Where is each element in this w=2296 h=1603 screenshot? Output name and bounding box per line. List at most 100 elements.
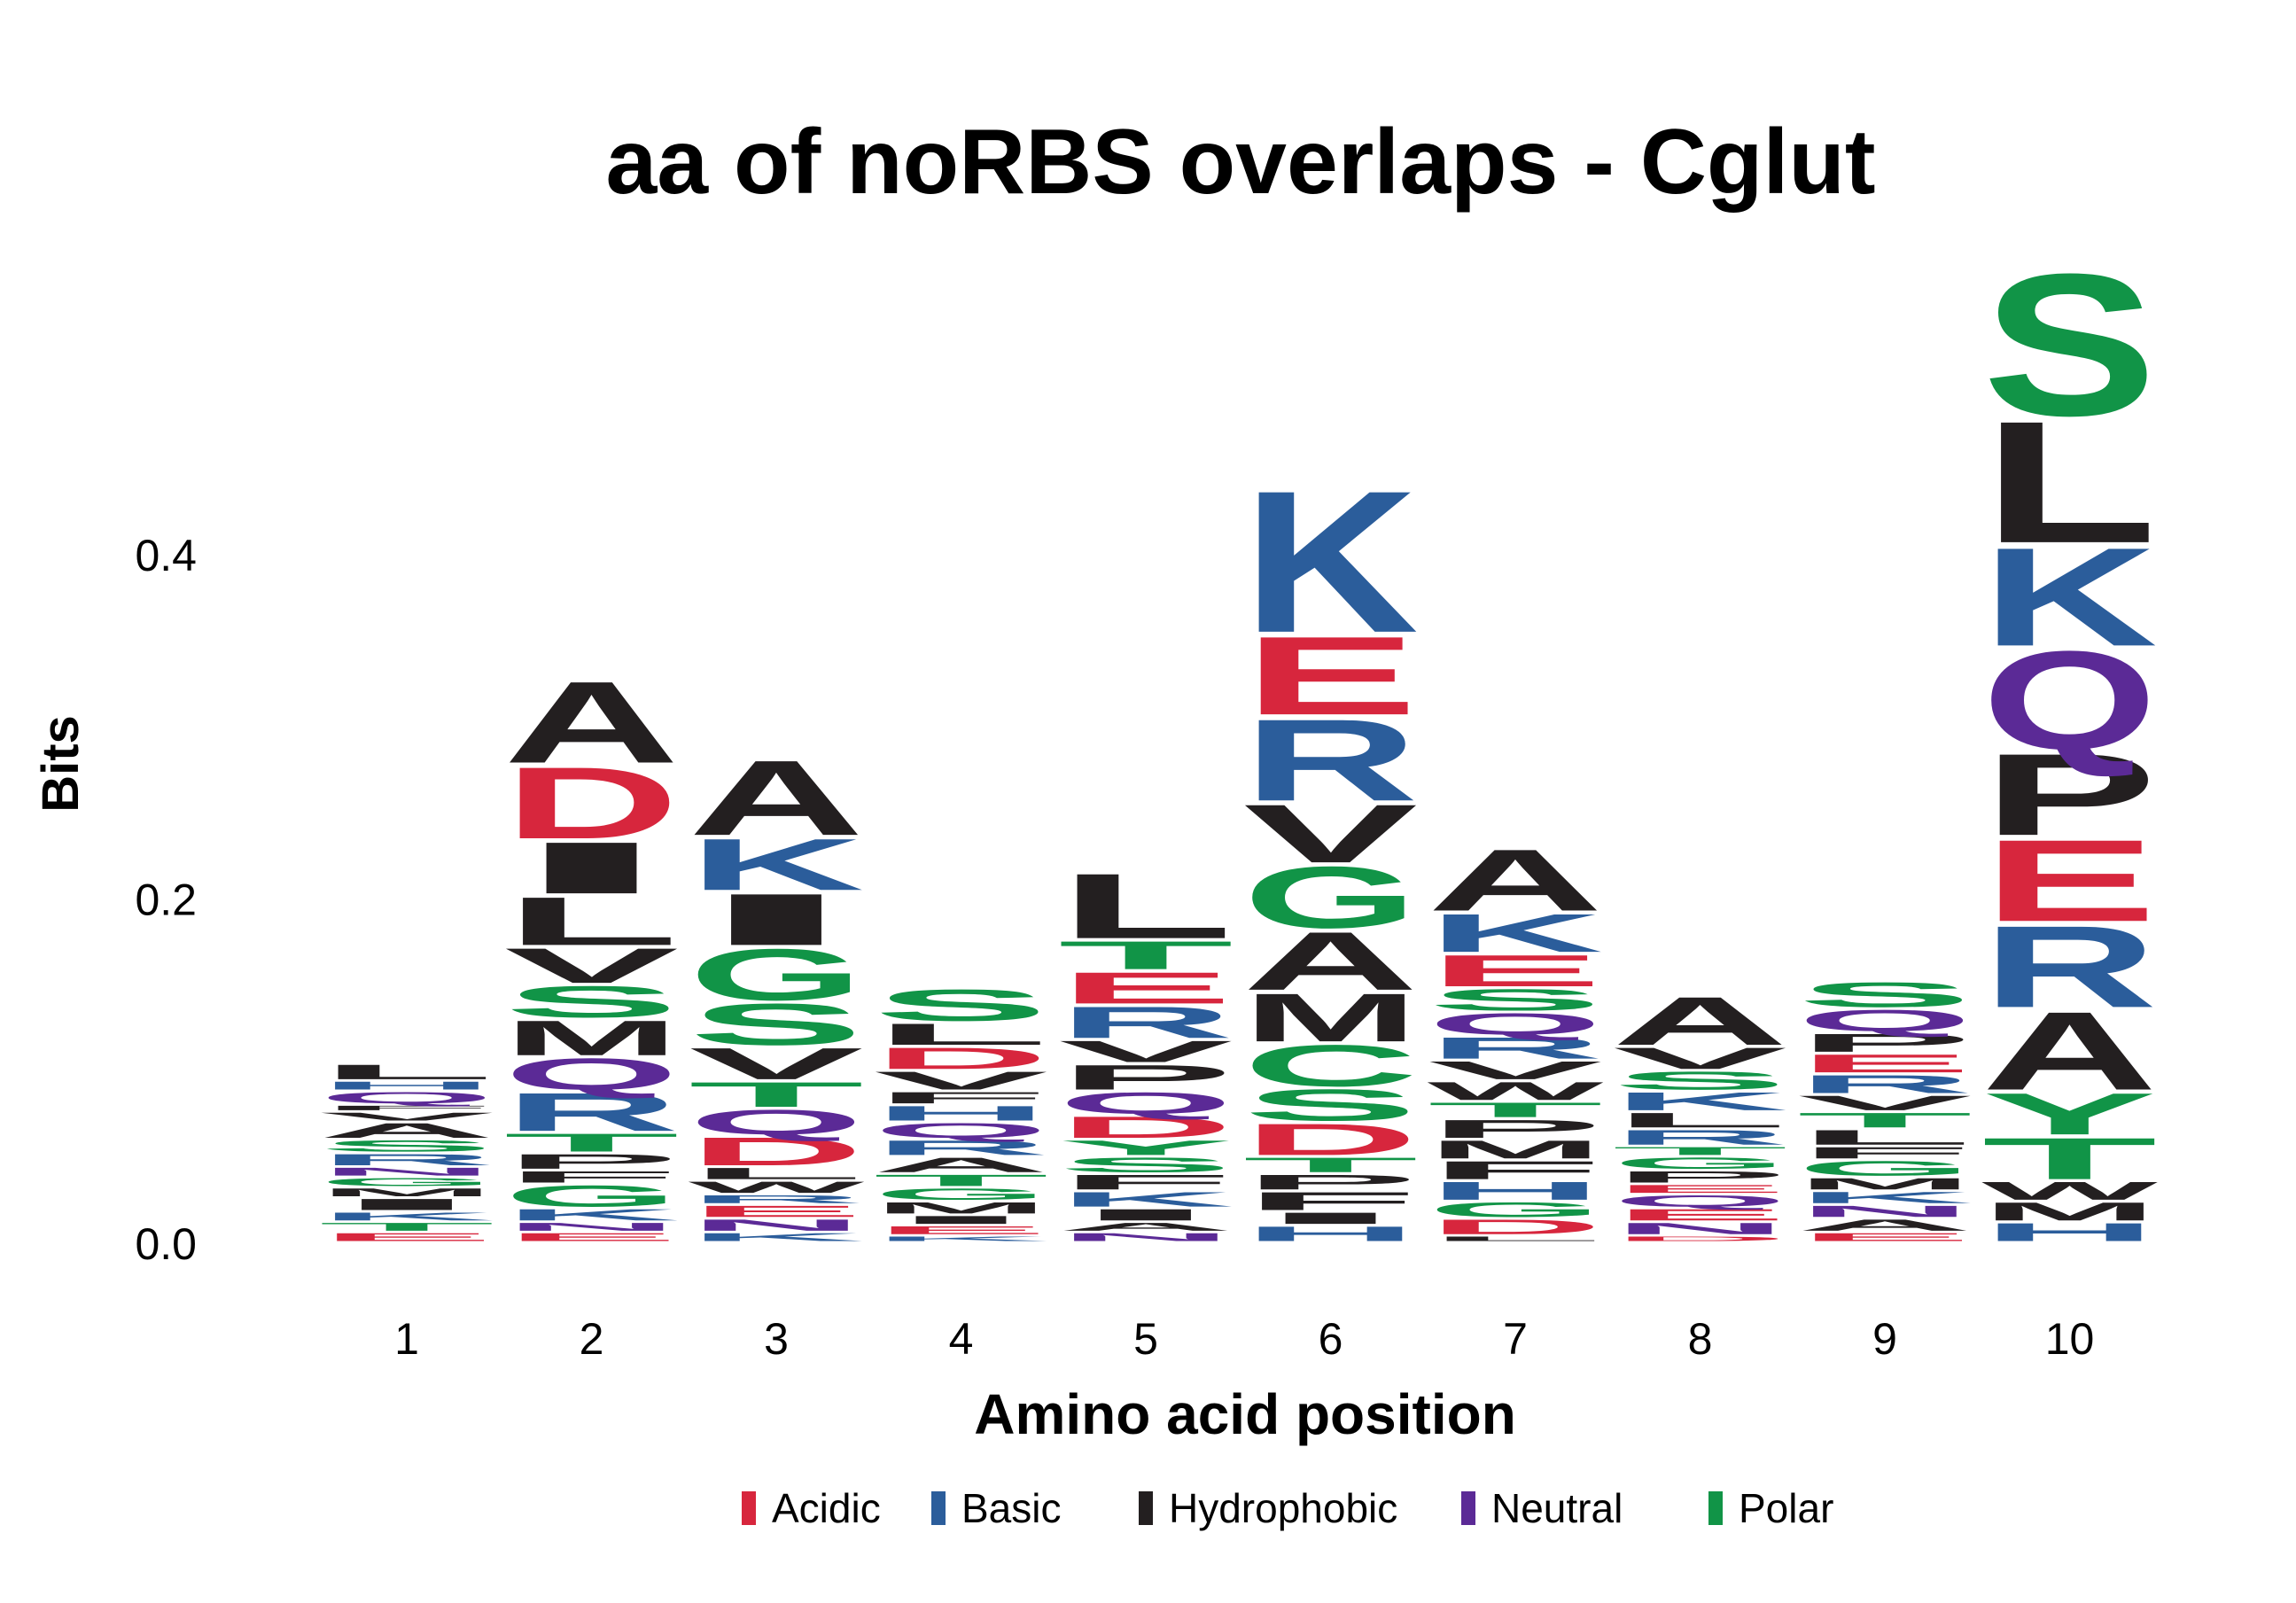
chart-title: aa of noRBS overlaps - Cglut	[605, 111, 1875, 214]
logo-letter: V	[504, 938, 679, 994]
logo-letter: Q	[1982, 621, 2157, 778]
logo-letter: H	[873, 1101, 1049, 1124]
logo-letter: L	[1058, 855, 1234, 959]
logo-letter: K	[689, 1231, 865, 1243]
x-tick-label: 5	[1133, 1314, 1158, 1364]
logo-letter: G	[689, 934, 863, 1016]
logo-letter: D	[689, 1129, 865, 1173]
logo-letter: A	[1612, 983, 1788, 1060]
logo-letter: L	[873, 1017, 1048, 1051]
logo-letter: G	[1243, 849, 1418, 947]
logo-letter: S	[874, 980, 1048, 1030]
logo-letter: S	[504, 977, 679, 1026]
legend-swatch	[1139, 1491, 1153, 1525]
logo-letter: K	[1428, 903, 1604, 963]
logo-letter: E	[1797, 1231, 1972, 1243]
logo-letter: N	[1797, 1202, 1973, 1220]
logo-letter: T	[1058, 933, 1234, 977]
logo-letter: F	[1797, 1144, 1973, 1162]
logo-letter: V	[689, 1039, 863, 1088]
x-axis-label: Amino acid position	[974, 1382, 1516, 1446]
logo-letter: P	[1243, 1171, 1418, 1194]
logo-letter: A	[1428, 831, 1604, 930]
logo-letter: E	[1613, 1206, 1787, 1224]
logo-letter: V	[1243, 788, 1418, 880]
logo-letter: Q	[689, 1102, 863, 1141]
logo-letter: L	[1612, 1109, 1787, 1132]
logo-letter: G	[874, 1186, 1048, 1203]
logo-letter: G	[504, 1179, 679, 1213]
logo-letter: P	[1982, 730, 2157, 860]
logo-letter: I	[874, 1214, 1047, 1226]
logo-letter: R	[503, 1082, 680, 1142]
logo-letter: P	[1058, 1058, 1233, 1097]
logo-letter: F	[1058, 1171, 1234, 1194]
logo-letter: C	[1242, 1033, 1419, 1099]
logo-letter: S	[1428, 983, 1602, 1016]
logo-letter: V	[319, 1110, 494, 1123]
logo-letter: P	[1797, 1029, 1972, 1057]
logo-letter: N	[503, 1220, 680, 1233]
logo-letter: A	[1242, 914, 1419, 1008]
logo-letter: T	[1981, 1125, 2157, 1192]
logo-letter: P	[1613, 1168, 1787, 1186]
logo-letter: I	[504, 827, 678, 909]
logo-letter: H	[1981, 1218, 2158, 1246]
x-tick-label: 2	[580, 1314, 604, 1364]
logo-letter: T	[1242, 1154, 1418, 1177]
y-tick-label: 0.4	[135, 531, 197, 580]
logo-letter: I	[1243, 1210, 1417, 1227]
logo-letter: E	[1058, 963, 1233, 1013]
logo-letter: A	[873, 1154, 1049, 1177]
logo-letter: R	[1797, 1070, 1973, 1098]
logo-letter: E	[1797, 1049, 1972, 1078]
logo-letter: L	[503, 883, 679, 960]
logo-letter: A	[319, 1119, 495, 1142]
logo-letter: G	[319, 1176, 494, 1188]
logo-letter: D	[503, 746, 680, 860]
logo-letter: A	[689, 738, 865, 858]
logo-letter: S	[1058, 1154, 1233, 1177]
logo-letter: E	[1613, 1183, 1787, 1195]
logo-letter: T	[1797, 1109, 1973, 1132]
logo-letter: Q	[1058, 1086, 1233, 1120]
logo-letter: K	[503, 1206, 680, 1224]
x-tick-label: 3	[764, 1314, 789, 1364]
logo-letter: I	[689, 878, 863, 961]
x-tick-label: 8	[1688, 1314, 1713, 1364]
y-tick-label: 0.0	[135, 1219, 197, 1269]
logo-letter: E	[1428, 945, 1602, 995]
logo-letter: M	[503, 1010, 680, 1066]
logo-letter: K	[1612, 1087, 1788, 1116]
logo-letter: P	[1428, 1115, 1602, 1143]
logo-letter: M	[1428, 1135, 1604, 1163]
legend-label: Basic	[961, 1485, 1061, 1531]
logo-letter: Q	[1613, 1192, 1787, 1210]
y-tick-label: 0.2	[135, 875, 197, 925]
legend-swatch	[931, 1491, 946, 1525]
logo-letter: V	[874, 1067, 1048, 1095]
logo-letter: S	[689, 992, 863, 1057]
logo-letter: L	[1428, 1235, 1603, 1242]
logo-letter: W	[1981, 1177, 2158, 1205]
logo-letter: L	[689, 1164, 864, 1182]
logo-letter: L	[1981, 385, 2157, 579]
logo-letter: T	[689, 1075, 864, 1114]
logo-letter: Q	[1428, 1008, 1602, 1041]
logo-letter: L	[319, 1061, 494, 1084]
logo-letter: D	[1058, 1110, 1234, 1144]
x-tick-label: 9	[1872, 1314, 1897, 1364]
logo-letter: V	[1058, 1035, 1233, 1069]
logo-letter: T	[873, 1171, 1048, 1189]
logo-letter: M	[873, 1199, 1049, 1217]
logo-letter: W	[1428, 1077, 1604, 1105]
x-tick-label: 10	[2045, 1314, 2095, 1364]
logo-letter: T	[1428, 1098, 1603, 1121]
logo-letter: R	[1058, 998, 1234, 1047]
